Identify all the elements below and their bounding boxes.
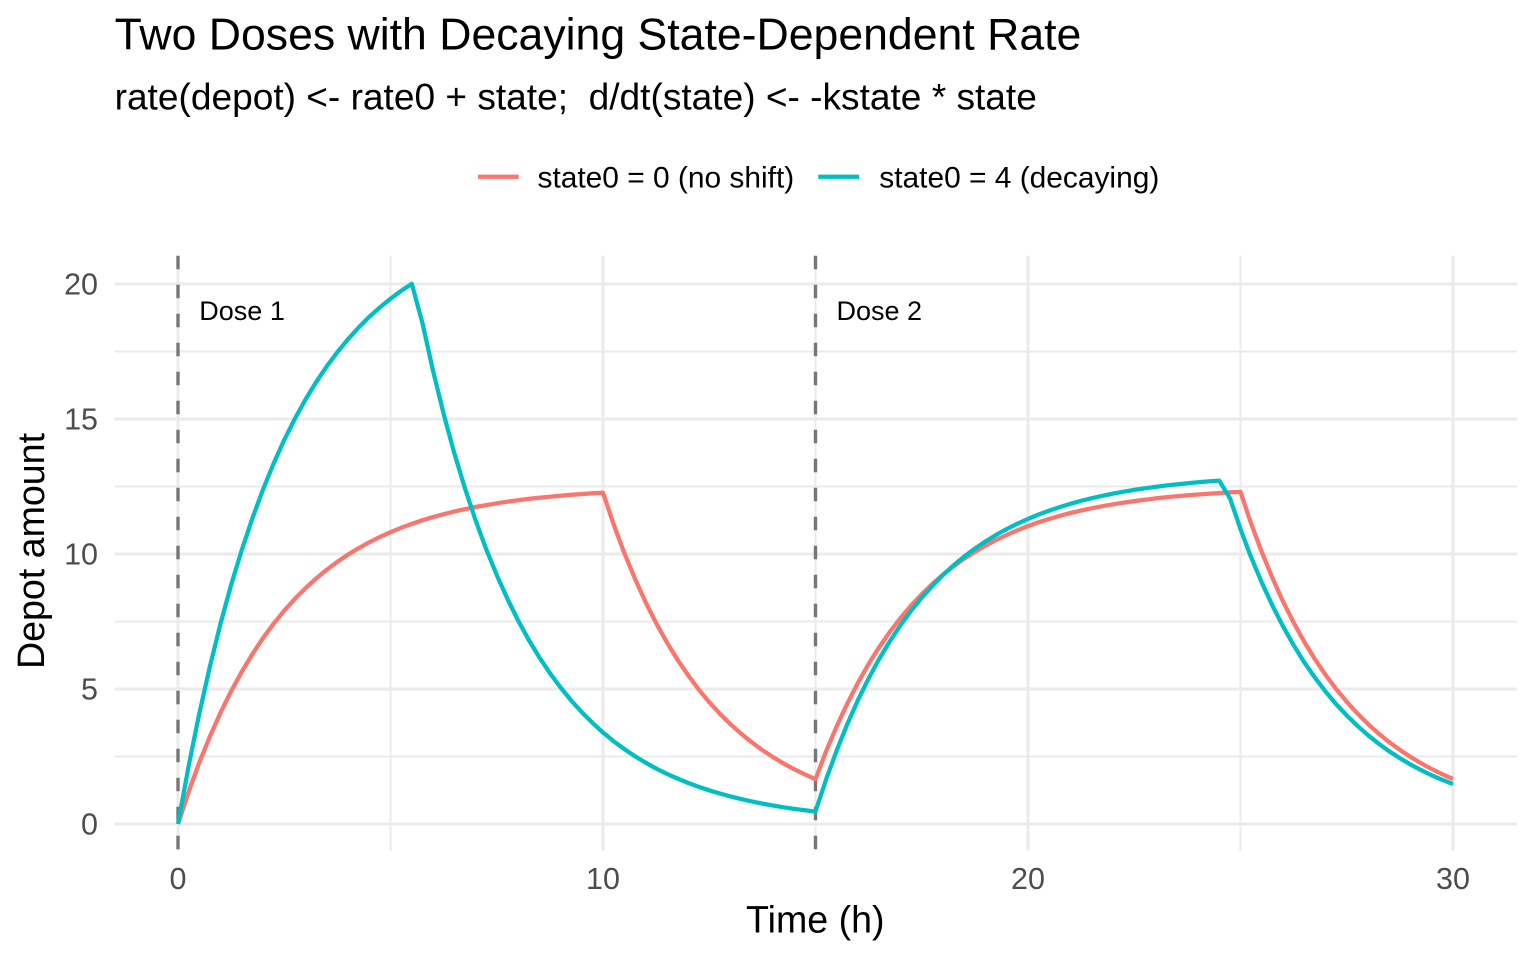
svg-text:Time (h): Time (h) [746, 898, 884, 940]
svg-text:20: 20 [1011, 862, 1045, 896]
svg-text:15: 15 [64, 403, 98, 437]
svg-text:Depot amount: Depot amount [10, 432, 52, 669]
svg-text:Two Doses with Decaying State-: Two Doses with Decaying State-Dependent … [115, 10, 1082, 59]
svg-text:20: 20 [64, 268, 98, 302]
svg-text:30: 30 [1436, 862, 1470, 896]
svg-text:10: 10 [586, 862, 620, 896]
svg-text:10: 10 [64, 538, 98, 572]
svg-text:state0 = 0 (no shift): state0 = 0 (no shift) [538, 162, 795, 195]
svg-text:0: 0 [170, 862, 187, 896]
svg-text:state0 = 4 (decaying): state0 = 4 (decaying) [879, 162, 1159, 195]
svg-text:0: 0 [81, 808, 98, 842]
svg-text:Dose 1: Dose 1 [199, 296, 285, 326]
svg-text:rate(depot) <- rate0 + state;: rate(depot) <- rate0 + state; d/dt(state… [115, 75, 1037, 117]
svg-text:5: 5 [81, 673, 98, 707]
svg-text:Dose 2: Dose 2 [837, 296, 923, 326]
